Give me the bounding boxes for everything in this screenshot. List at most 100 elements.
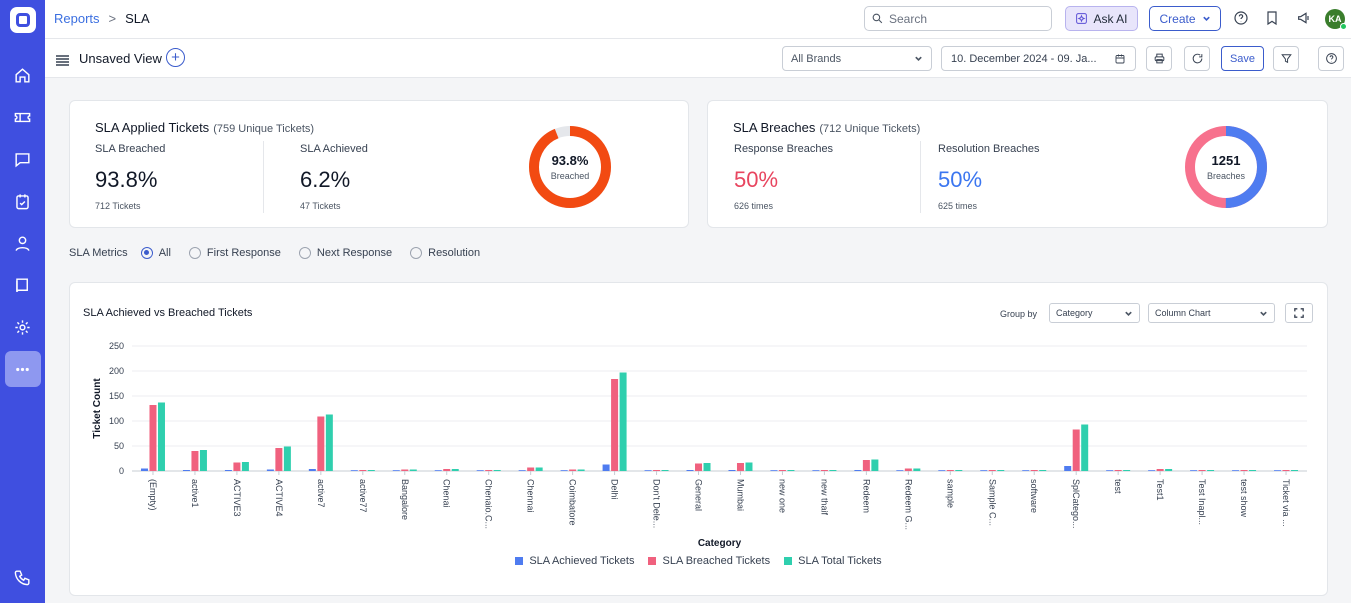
bar-breached	[988, 470, 996, 471]
ask-ai-button[interactable]: Ask AI	[1065, 6, 1138, 31]
bar-breached	[946, 470, 954, 471]
bar-breached	[1198, 470, 1206, 471]
refresh-icon	[1192, 53, 1202, 64]
bar-total	[745, 462, 753, 471]
save-button[interactable]: Save	[1221, 46, 1264, 71]
bar-total	[955, 470, 963, 471]
chart-type-value: Column Chart	[1155, 308, 1211, 318]
bar-breached	[359, 470, 367, 471]
legend-item-total[interactable]: SLA Total Tickets	[784, 555, 882, 567]
megaphone-icon[interactable]	[1295, 9, 1313, 27]
topbar: Reports > SLA Search Ask AI Create KA	[45, 0, 1351, 39]
group-by-select[interactable]: Category	[1049, 303, 1140, 323]
x-tick-label: Mumbai	[735, 479, 745, 511]
bar-breached	[778, 470, 786, 471]
sla-metrics-label: SLA Metrics	[69, 247, 128, 259]
settings-icon[interactable]	[5, 309, 41, 345]
chevron-down-icon	[915, 56, 922, 61]
radio-button[interactable]	[410, 247, 423, 259]
radio-label: First Response	[206, 247, 281, 259]
bar-total	[661, 470, 669, 471]
sla-applied-title: SLA Applied Tickets (759 Unique Tickets)	[95, 120, 314, 135]
search-input[interactable]: Search	[864, 6, 1052, 31]
resolution-breaches-foot: 625 times	[938, 201, 978, 211]
sla-breaches-card: SLA Breaches (712 Unique Tickets) Respons…	[707, 100, 1328, 228]
bar-total	[283, 446, 291, 471]
calendar-icon	[1115, 54, 1125, 63]
search-placeholder: Search	[889, 11, 928, 26]
resolution-breaches-value: 50%	[938, 167, 983, 192]
radio-label: Next Response	[316, 247, 393, 259]
x-tick-label: Chennai	[526, 479, 536, 513]
create-button[interactable]: Create	[1149, 6, 1221, 31]
view-title: Unsaved View	[79, 51, 162, 66]
search-icon	[872, 13, 883, 24]
book-icon[interactable]	[5, 267, 41, 303]
bar-breached	[1282, 470, 1290, 471]
bar-total	[1165, 469, 1173, 471]
bar-breached	[569, 469, 577, 471]
legend-item-achieved[interactable]: SLA Achieved Tickets	[515, 555, 634, 567]
more-icon[interactable]	[4, 351, 41, 387]
home-icon[interactable]	[5, 57, 41, 93]
breadcrumb-current: SLA	[125, 11, 150, 26]
expand-button[interactable]	[1285, 303, 1313, 323]
bar-total	[157, 402, 165, 471]
sla-breached-label: SLA Breached	[95, 143, 166, 155]
ticket-icon[interactable]	[5, 99, 41, 135]
bar-total	[1123, 470, 1131, 471]
radio-button-selected[interactable]	[140, 247, 153, 259]
sidebar	[0, 0, 45, 603]
date-range-picker[interactable]: 10. December 2024 - 09. Ja...	[941, 46, 1136, 71]
legend-item-breached[interactable]: SLA Breached Tickets	[648, 555, 770, 567]
sla-achieved-label: SLA Achieved	[300, 143, 368, 155]
filter-button[interactable]	[1273, 46, 1299, 71]
breadcrumb-reports[interactable]: Reports	[54, 11, 100, 26]
radio-first-response[interactable]: First Response	[188, 247, 281, 259]
bookmark-icon[interactable]	[1263, 9, 1281, 27]
chevron-down-icon	[1202, 16, 1210, 21]
radio-button[interactable]	[298, 247, 311, 259]
column-chart: 0 50 100 150 200 250 Ticket Count (Empty) active…	[92, 341, 1307, 549]
refresh-button[interactable]	[1184, 46, 1210, 71]
avatar[interactable]: KA	[1325, 9, 1347, 30]
bar-breached	[1072, 429, 1080, 471]
chat-icon[interactable]	[5, 141, 41, 177]
sla-breaches-title-text: SLA Breaches	[733, 120, 816, 135]
bar-achieved	[518, 470, 526, 471]
chart-type-select[interactable]: Column Chart	[1148, 303, 1275, 323]
task-icon[interactable]	[5, 183, 41, 219]
bar-total	[1207, 470, 1215, 471]
app-logo[interactable]	[9, 7, 36, 33]
bar-total	[451, 469, 459, 471]
bar-breached	[820, 470, 828, 471]
x-tick-label: ACTIVE4	[274, 479, 284, 517]
legend-swatch	[515, 557, 524, 565]
radio-all[interactable]: All	[140, 247, 171, 259]
bar-breached	[862, 460, 870, 471]
x-tick-label: General	[694, 479, 704, 511]
radio-button[interactable]	[188, 247, 201, 259]
breached-donut: 93.8% Breached	[528, 125, 612, 209]
bar-breached	[275, 448, 283, 471]
view-help-button[interactable]	[1318, 46, 1344, 71]
print-button[interactable]	[1146, 46, 1172, 71]
online-status-dot	[1340, 23, 1347, 30]
y-tick-label: 0	[119, 466, 124, 476]
menu-icon[interactable]	[56, 53, 69, 66]
bar-achieved	[1022, 470, 1030, 471]
brand-select[interactable]: All Brands	[782, 46, 932, 71]
bar-breached	[233, 462, 241, 471]
add-view-button[interactable]: +	[166, 48, 185, 67]
help-icon[interactable]	[1232, 9, 1250, 27]
radio-next-response[interactable]: Next Response	[298, 247, 393, 259]
bar-breached	[695, 463, 703, 471]
bar-total	[1249, 470, 1257, 471]
user-icon[interactable]	[5, 225, 41, 261]
bar-achieved	[728, 470, 736, 471]
phone-icon[interactable]	[5, 559, 41, 595]
radio-resolution[interactable]: Resolution	[410, 247, 480, 259]
bar-total	[871, 459, 879, 471]
bar-achieved	[350, 470, 358, 471]
bar-achieved	[140, 468, 148, 471]
